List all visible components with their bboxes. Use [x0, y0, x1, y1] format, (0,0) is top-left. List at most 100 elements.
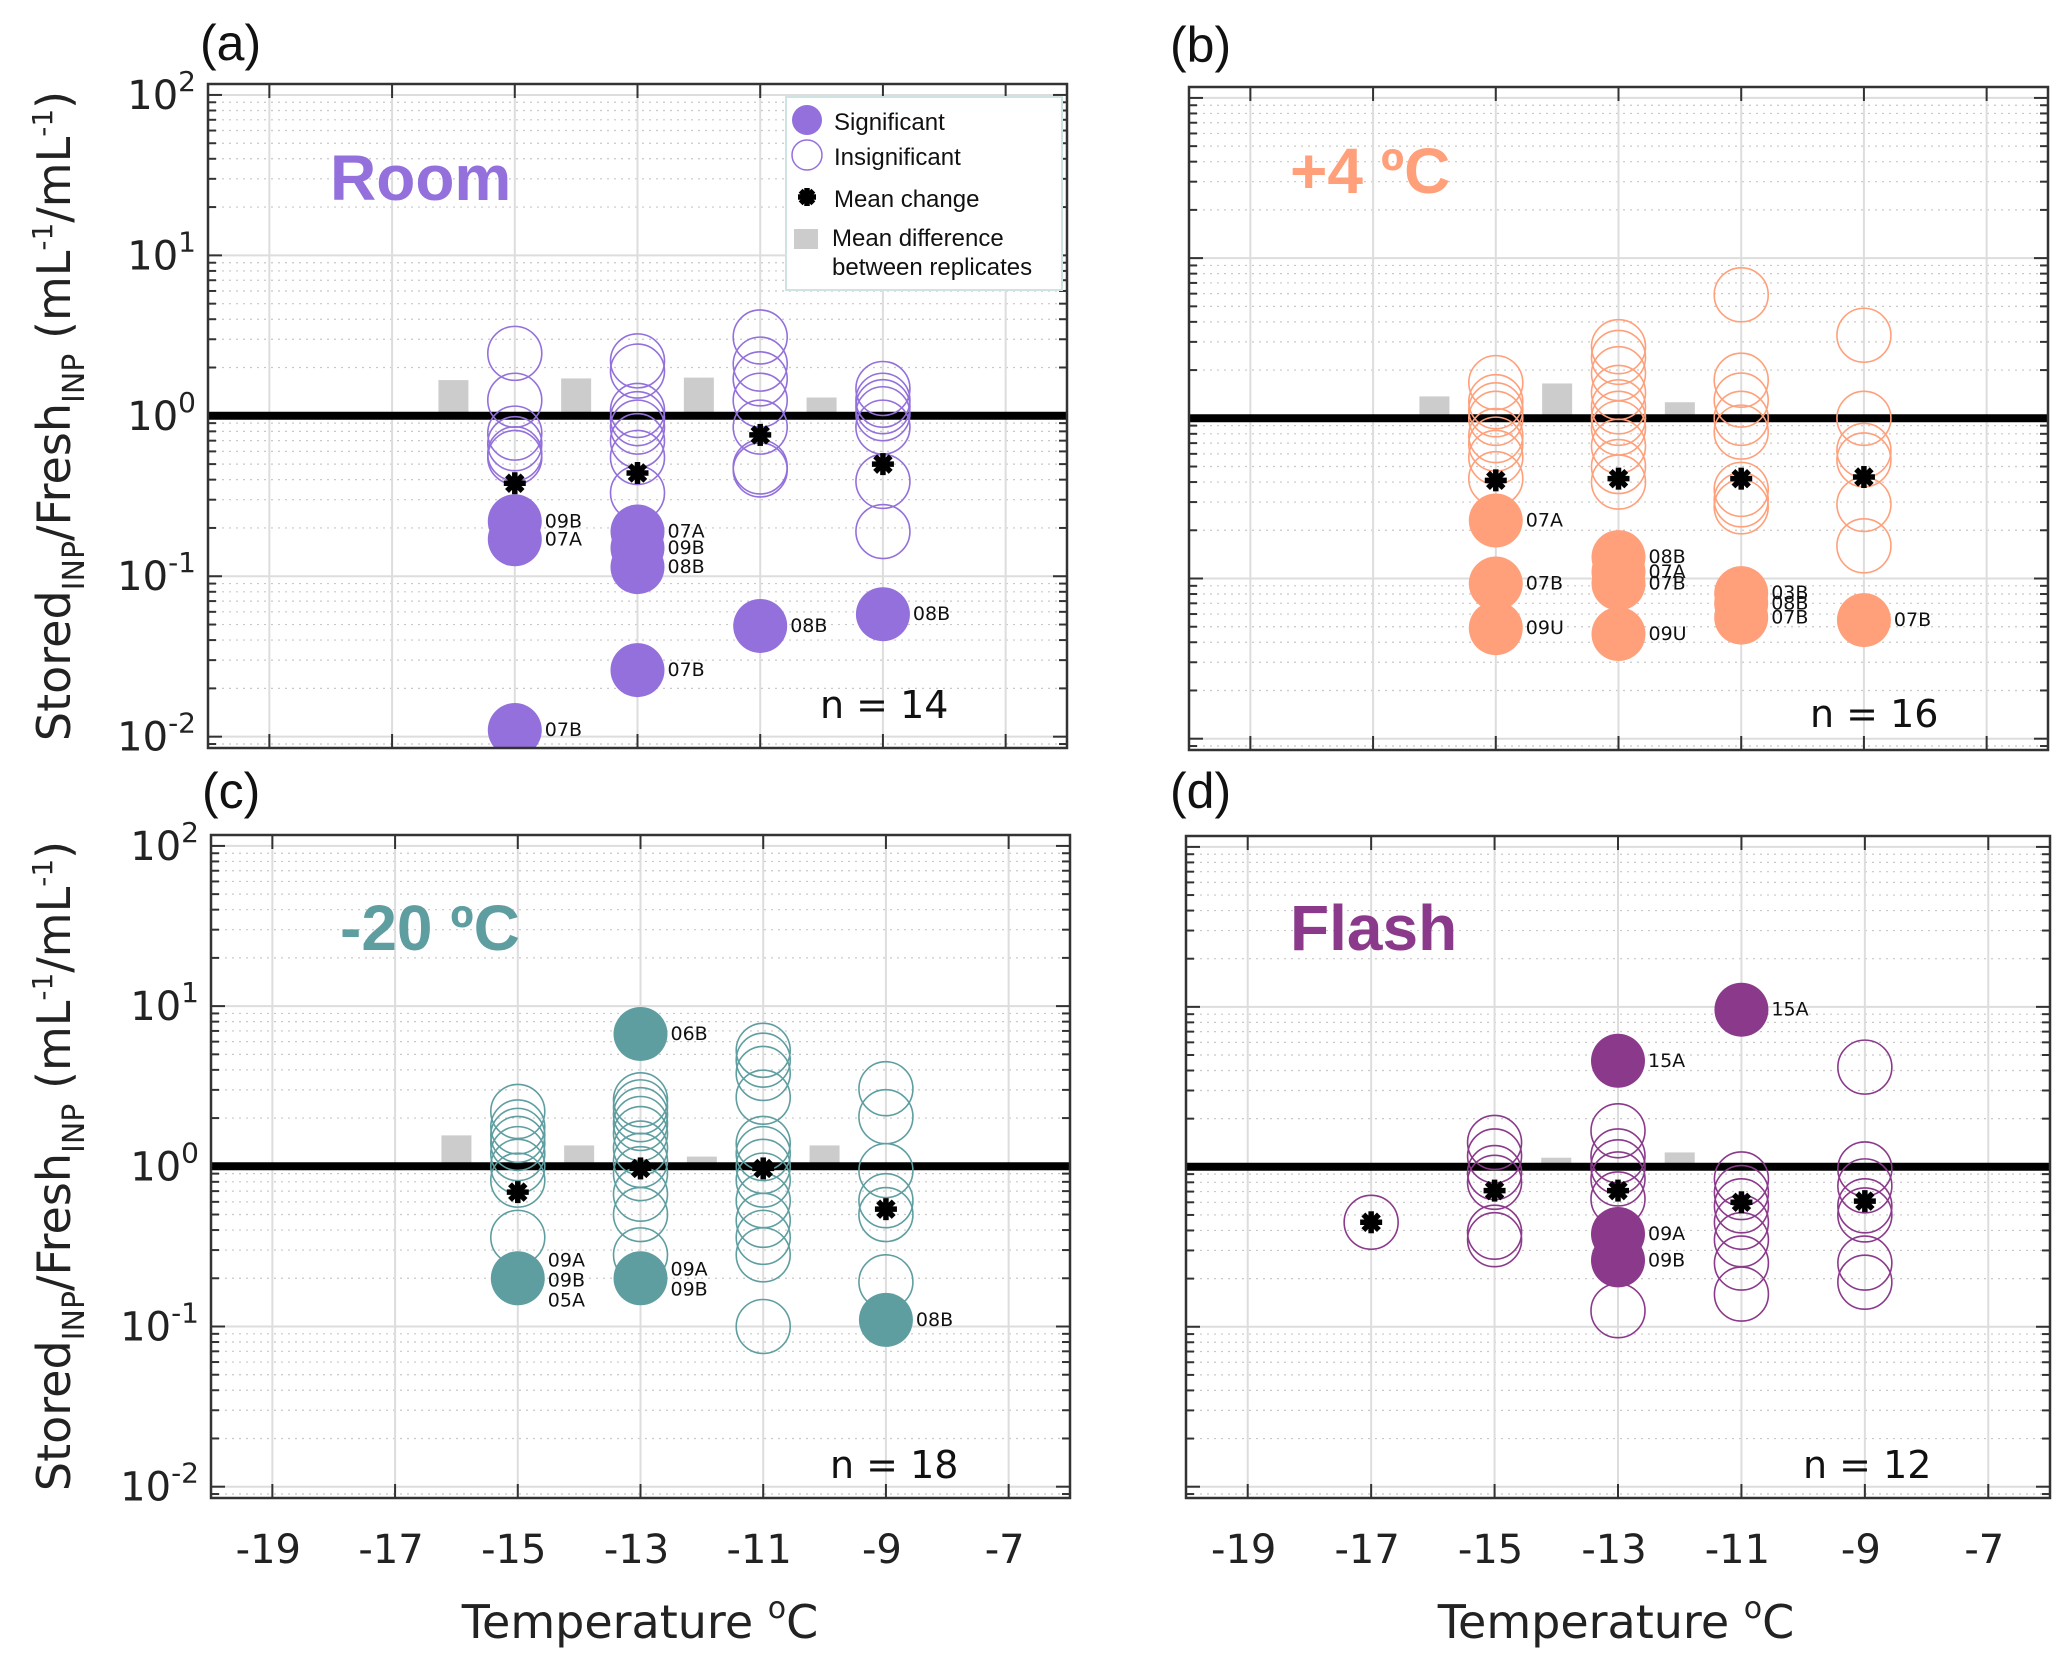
mean-change-stroke: [1855, 1191, 1875, 1211]
legend-significant-marker: [792, 105, 822, 135]
insignificant-point: [735, 1192, 792, 1249]
sample-label: 07B: [1649, 573, 1686, 595]
sample-label: 09U: [1649, 623, 1687, 645]
legend-mean-change-label: Mean change: [834, 186, 979, 213]
sample-label: 08B: [913, 603, 950, 625]
significant-point: [1591, 556, 1646, 611]
panel-letter: (a): [200, 15, 261, 71]
mean-change-stroke: [873, 454, 893, 474]
mean-change-marker: [1852, 466, 1875, 489]
mean-difference-bar: [806, 397, 837, 416]
y-tick-label: 100: [127, 386, 196, 440]
x-tick-label: -15: [1458, 1527, 1523, 1573]
mean-change-marker: [1730, 467, 1753, 490]
insignificant-point: [1713, 1266, 1770, 1322]
condition-label: Flash: [1290, 892, 1457, 964]
insignificant-point: [489, 1152, 546, 1208]
insignificant-point: [489, 1083, 546, 1140]
insignificant-point: [1837, 1178, 1893, 1234]
sample-label: 09B: [545, 510, 582, 532]
insignificant-point: [1590, 318, 1647, 375]
x-tick-label: -11: [727, 1527, 792, 1573]
insignificant-point: [855, 385, 911, 442]
significant-point: [1714, 982, 1769, 1037]
insignificant-point: [732, 309, 789, 365]
insignificant-point: [612, 1086, 669, 1143]
n-count-label: n = 12: [1803, 1443, 1931, 1487]
insignificant-point: [1713, 1164, 1770, 1221]
condition-label: Room: [330, 142, 511, 214]
insignificant-point: [855, 378, 911, 435]
y-tick-base: 10: [127, 394, 178, 440]
y-tick-exponent: 2: [178, 65, 196, 98]
insignificant-point: [612, 1095, 669, 1152]
significant-point: [733, 598, 788, 653]
y-tick-base: 10: [120, 1305, 171, 1351]
insignificant-point: [1837, 1235, 1893, 1291]
axes-frame: [206, 82, 1069, 750]
y-axis-title-part: (mL: [27, 1000, 81, 1103]
sample-label: 09A: [1648, 1223, 1685, 1245]
x-tick-label: -9: [1841, 1527, 1881, 1573]
significant-point: [855, 587, 910, 642]
significant-point: [1468, 556, 1523, 611]
insignificant-point: [735, 1125, 792, 1182]
insignificant-point: [609, 333, 666, 389]
insignificant-point: [609, 429, 666, 486]
mean-change-stroke: [630, 1158, 651, 1179]
insignificant-point: [1713, 404, 1770, 460]
y-axis-title-part: /mL: [27, 136, 81, 222]
insignificant-point: [1590, 438, 1647, 495]
x-axis-title-unit: C: [786, 1595, 818, 1649]
significant-point: [858, 1292, 913, 1347]
x-tick-label: -13: [1581, 1527, 1646, 1573]
y-tick-label: 10-1: [117, 546, 196, 600]
y-tick-base: 10: [117, 554, 168, 600]
mean-change-marker: [626, 462, 649, 485]
insignificant-point: [858, 1060, 914, 1117]
plot-marks: [208, 309, 1067, 748]
sample-label: 07A: [545, 528, 582, 550]
insignificant-point: [1467, 382, 1524, 438]
mean-change-marker: [1607, 1179, 1629, 1202]
y-axis-title: StoredINP/FreshINP (mL-1/mL-1): [26, 91, 92, 741]
y-axis-title-part: (mL: [27, 250, 81, 353]
y-tick-label: 100: [130, 1136, 199, 1190]
sample-label: 09B: [548, 1269, 585, 1291]
mean-change-stroke: [1608, 1180, 1628, 1201]
insignificant-point: [486, 325, 543, 382]
plot-marks: [1186, 982, 2050, 1339]
insignificant-point: [1466, 1211, 1523, 1268]
sample-label: 08B: [790, 615, 827, 637]
y-tick-base: 10: [127, 73, 178, 119]
y-tick-label: 10-2: [120, 1457, 199, 1511]
sample-label: 15A: [1648, 1050, 1685, 1072]
legend-mean-difference-label-line2: between replicates: [832, 254, 1032, 281]
insignificant-point: [735, 1032, 792, 1088]
y-tick-exponent: -2: [171, 1457, 199, 1490]
sample-label: 07A: [1526, 510, 1563, 532]
x-tick-label: -11: [1705, 1527, 1770, 1573]
x-axis-title-degree: o: [768, 1591, 786, 1626]
insignificant-point: [735, 1298, 792, 1355]
y-tick-exponent: -1: [171, 1297, 199, 1330]
y-axis-title-part: ): [27, 841, 81, 859]
insignificant-point: [1466, 1154, 1523, 1211]
insignificant-point: [855, 503, 911, 560]
significant-point: [1591, 1033, 1645, 1088]
y-tick-base: 10: [130, 984, 181, 1030]
insignificant-point: [732, 336, 789, 392]
insignificant-point: [1713, 372, 1770, 428]
insignificant-point: [1466, 1114, 1523, 1171]
y-tick-base: 10: [130, 1144, 181, 1190]
condition-label: +4 ºC: [1290, 135, 1450, 207]
sample-label: 15A: [1771, 999, 1808, 1021]
x-tick-label: -9: [862, 1527, 902, 1573]
y-tick-exponent: 0: [178, 386, 196, 419]
panel-d: (d) -19 -17 -15 -13 -11 -9 -7 Flash 15A 09A 09B 15A n…: [1170, 763, 2052, 1573]
axes-frame: [1187, 85, 2050, 752]
insignificant-point: [486, 405, 543, 461]
panel-letter: (d): [1170, 763, 1231, 819]
